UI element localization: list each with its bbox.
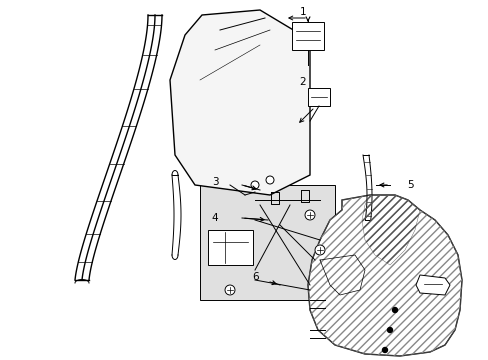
Text: 6: 6 [252, 272, 259, 282]
Circle shape [224, 285, 235, 295]
Bar [200, 185, 334, 300]
Circle shape [250, 181, 259, 189]
Circle shape [314, 245, 325, 255]
Text: 2: 2 [299, 77, 305, 87]
Text: 1: 1 [299, 7, 305, 17]
Bar [207, 230, 252, 265]
Polygon shape [307, 195, 461, 356]
Polygon shape [415, 275, 449, 295]
Text: 5: 5 [406, 180, 412, 190]
Circle shape [382, 347, 386, 352]
Circle shape [305, 210, 314, 220]
Circle shape [392, 307, 397, 312]
Bar [291, 22, 324, 50]
Polygon shape [170, 10, 309, 195]
Bar [307, 88, 329, 106]
Circle shape [386, 328, 392, 333]
Text: 4: 4 [211, 213, 218, 223]
Circle shape [265, 176, 273, 184]
Text: 3: 3 [211, 177, 218, 187]
